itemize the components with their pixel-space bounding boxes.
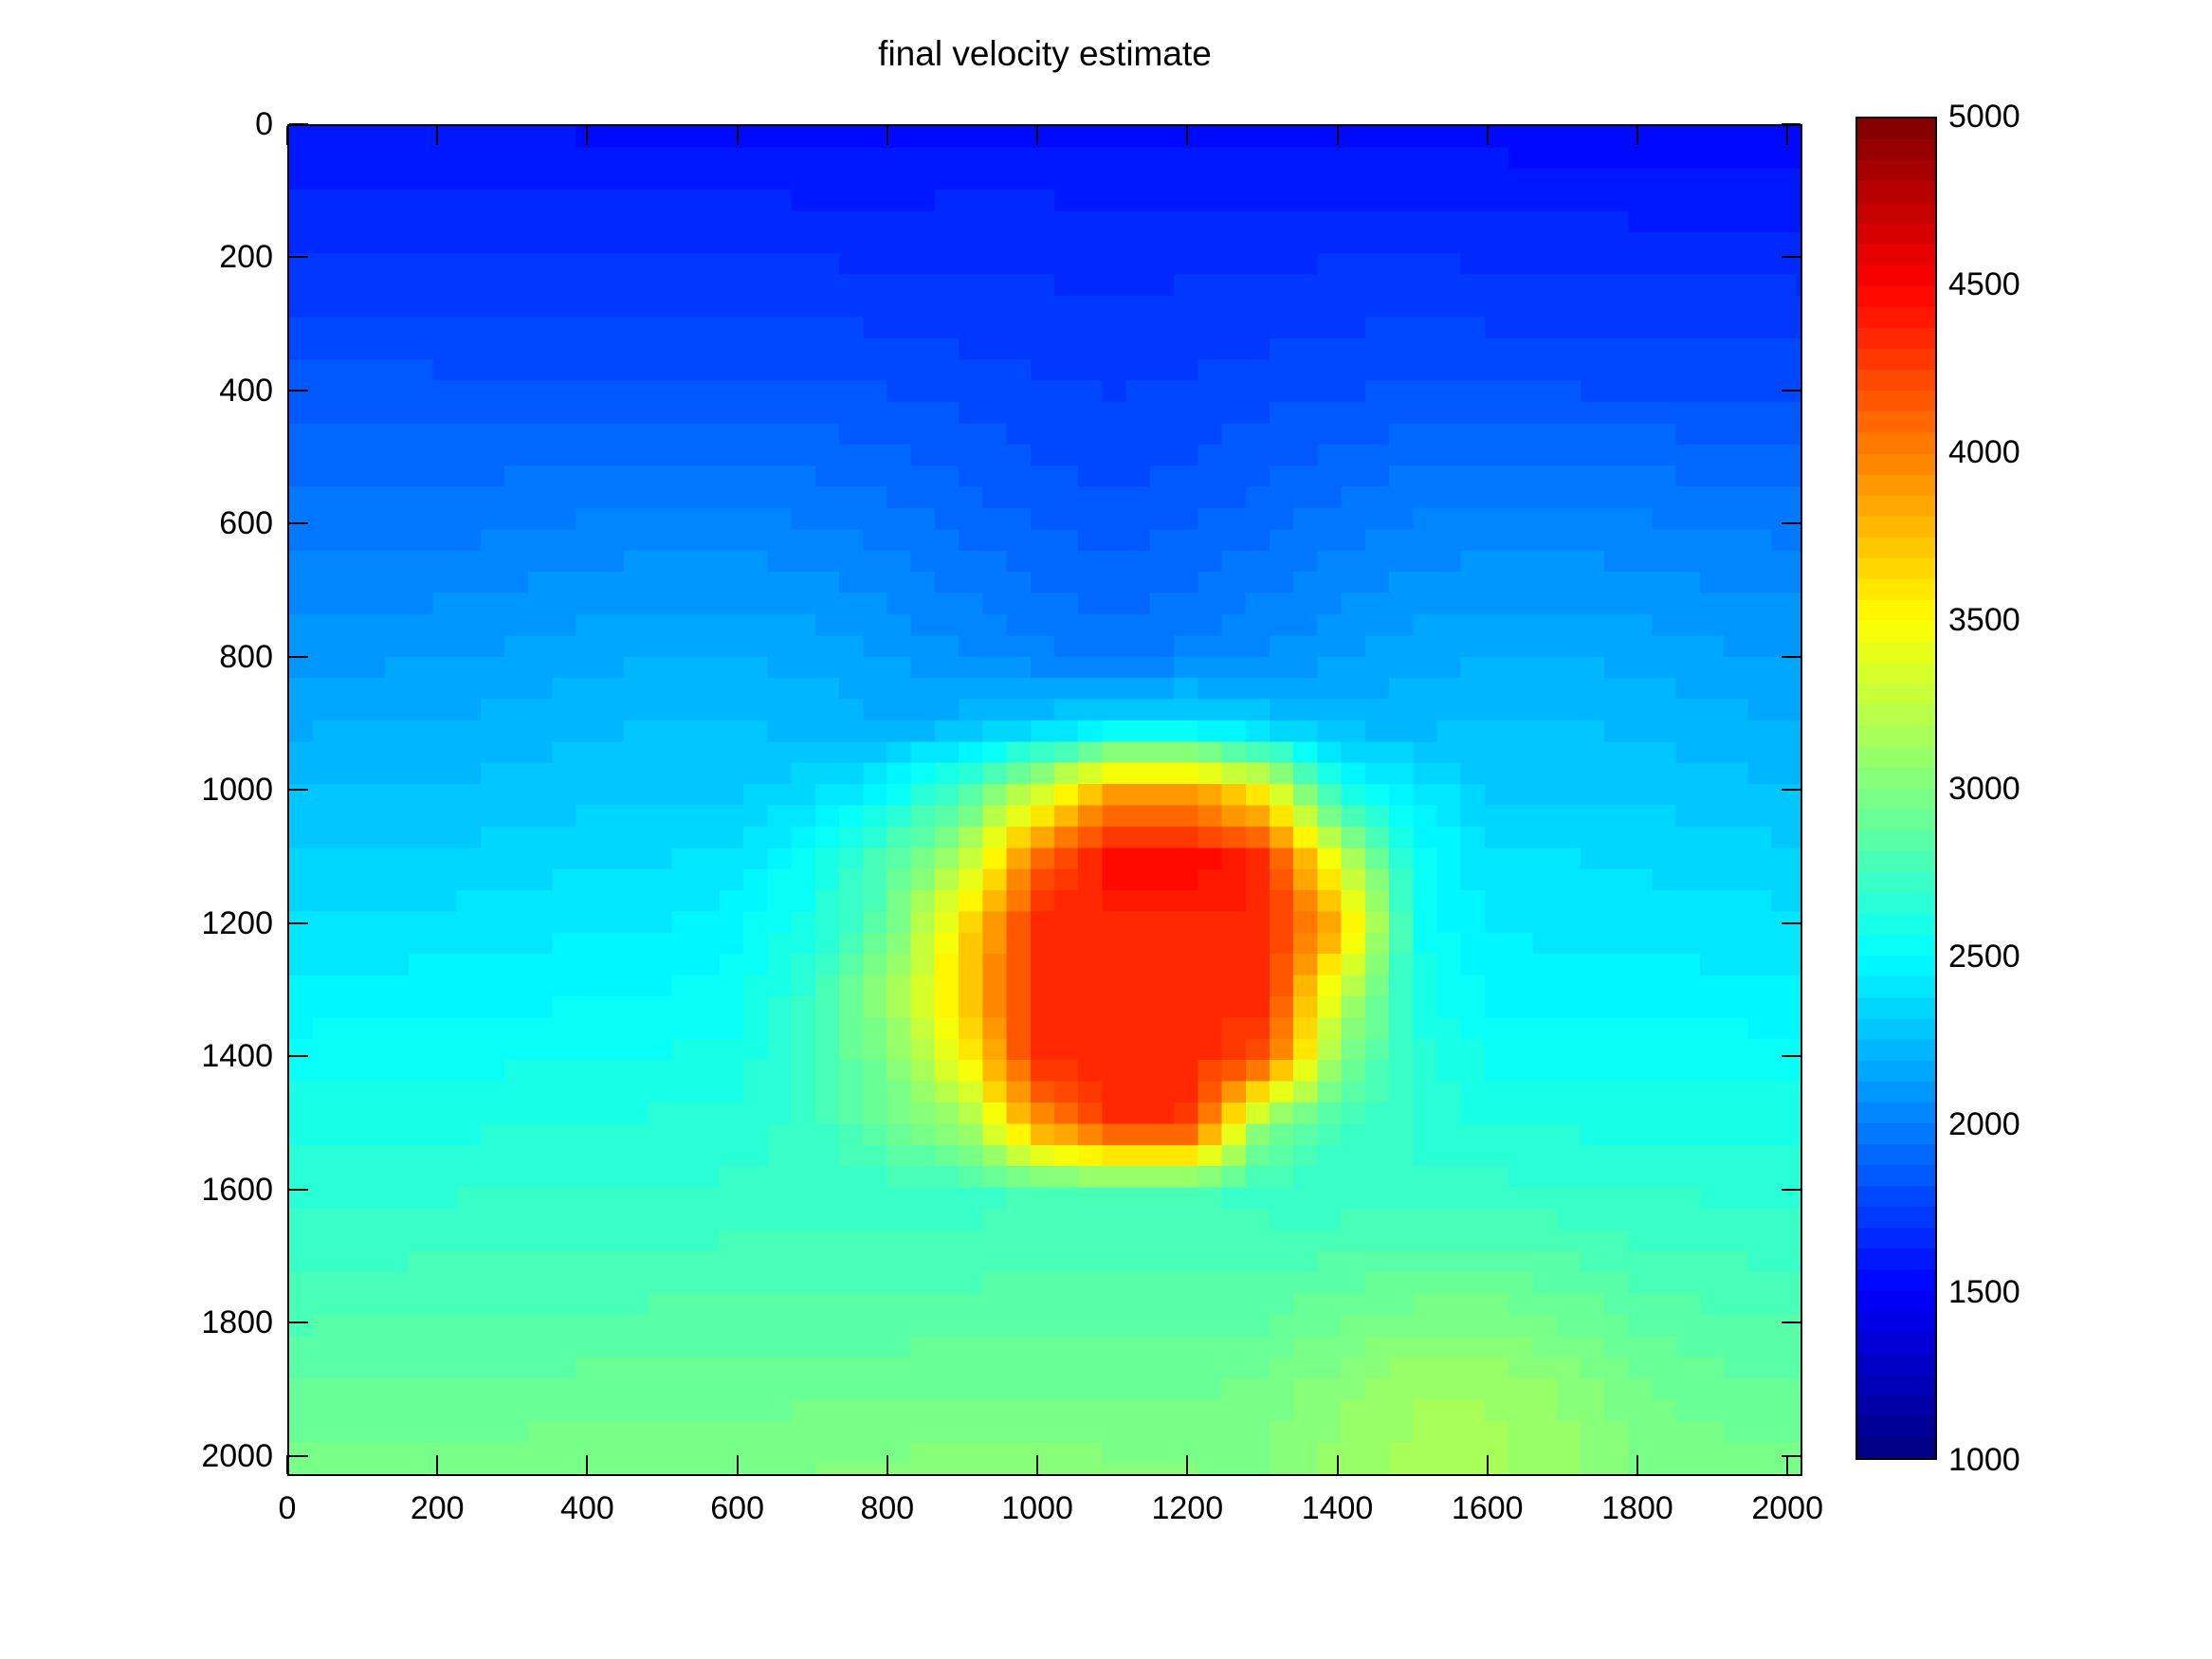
x-tick (1336, 126, 1339, 145)
y-tick (289, 1322, 308, 1324)
y-tick (1782, 522, 1801, 525)
x-tick (886, 1455, 888, 1474)
x-tick (1186, 1455, 1189, 1474)
y-tick (1782, 655, 1801, 658)
y-tick-label: 0 (255, 106, 273, 142)
y-tick (1782, 1454, 1801, 1457)
x-tick-label: 1000 (1001, 1490, 1073, 1526)
x-tick-label: 200 (410, 1490, 465, 1526)
y-tick (289, 655, 308, 658)
y-tick (289, 389, 308, 392)
x-tick (1036, 1455, 1039, 1474)
x-tick-label: 2000 (1751, 1490, 1823, 1526)
x-tick (586, 126, 589, 145)
colorbar (1856, 117, 1937, 1460)
colorbar-tick-label: 1000 (1948, 1442, 2020, 1478)
y-tick-label: 1000 (201, 772, 273, 809)
x-tick (1186, 126, 1189, 145)
x-tick (436, 126, 439, 145)
colorbar-tick-label: 1500 (1948, 1273, 2020, 1310)
y-tick-label: 1600 (201, 1171, 273, 1208)
plot-area (287, 124, 1802, 1476)
x-tick-label: 1600 (1451, 1490, 1524, 1526)
x-tick (1486, 126, 1489, 145)
y-tick (1782, 921, 1801, 924)
y-tick (289, 789, 308, 792)
y-tick-label: 800 (219, 638, 273, 675)
y-tick (1782, 1188, 1801, 1191)
y-tick (289, 522, 308, 525)
colorbar-tick-label: 4000 (1948, 434, 2020, 471)
x-tick-label: 400 (560, 1490, 614, 1526)
y-tick-label: 600 (219, 505, 273, 542)
y-tick-label: 2000 (201, 1437, 273, 1474)
x-tick (1636, 1455, 1638, 1474)
y-tick (1782, 256, 1801, 259)
colorbar-canvas (1857, 118, 1935, 1458)
y-tick-label: 200 (219, 239, 273, 276)
y-tick (1782, 1322, 1801, 1324)
y-tick (1782, 123, 1801, 125)
x-tick-label: 800 (860, 1490, 915, 1526)
x-tick-label: 0 (278, 1490, 297, 1526)
x-tick (886, 126, 888, 145)
colorbar-tick-label: 3000 (1948, 770, 2020, 807)
x-tick (1486, 1455, 1489, 1474)
colorbar-tick-label: 2000 (1948, 1105, 2020, 1142)
y-tick (289, 1188, 308, 1191)
y-tick (289, 1055, 308, 1058)
colorbar-tick-label: 2500 (1948, 938, 2020, 975)
x-tick (1036, 126, 1039, 145)
y-tick-label: 1400 (201, 1038, 273, 1075)
x-tick (436, 1455, 439, 1474)
y-tick-label: 400 (219, 372, 273, 409)
x-tick (286, 126, 288, 145)
x-tick (1636, 126, 1638, 145)
x-tick (1786, 126, 1789, 145)
y-tick-label: 1800 (201, 1304, 273, 1341)
x-tick-label: 1400 (1301, 1490, 1374, 1526)
colorbar-tick-label: 4500 (1948, 266, 2020, 303)
y-tick (289, 123, 308, 125)
y-tick (289, 1454, 308, 1457)
x-tick-label: 1800 (1601, 1490, 1673, 1526)
heatmap-canvas (289, 126, 1801, 1474)
y-tick (289, 256, 308, 259)
x-tick (736, 1455, 739, 1474)
y-tick (1782, 389, 1801, 392)
x-tick (736, 126, 739, 145)
colorbar-tick-label: 3500 (1948, 602, 2020, 639)
y-tick (1782, 789, 1801, 792)
x-tick (1786, 1455, 1789, 1474)
x-tick (586, 1455, 589, 1474)
x-tick-label: 1200 (1151, 1490, 1224, 1526)
y-tick (289, 921, 308, 924)
colorbar-tick-label: 5000 (1948, 99, 2020, 135)
x-tick (286, 1455, 288, 1474)
x-tick (1336, 1455, 1339, 1474)
y-tick-label: 1200 (201, 904, 273, 941)
x-tick-label: 600 (710, 1490, 764, 1526)
plot-title: final velocity estimate (878, 34, 1212, 73)
y-tick (1782, 1055, 1801, 1058)
